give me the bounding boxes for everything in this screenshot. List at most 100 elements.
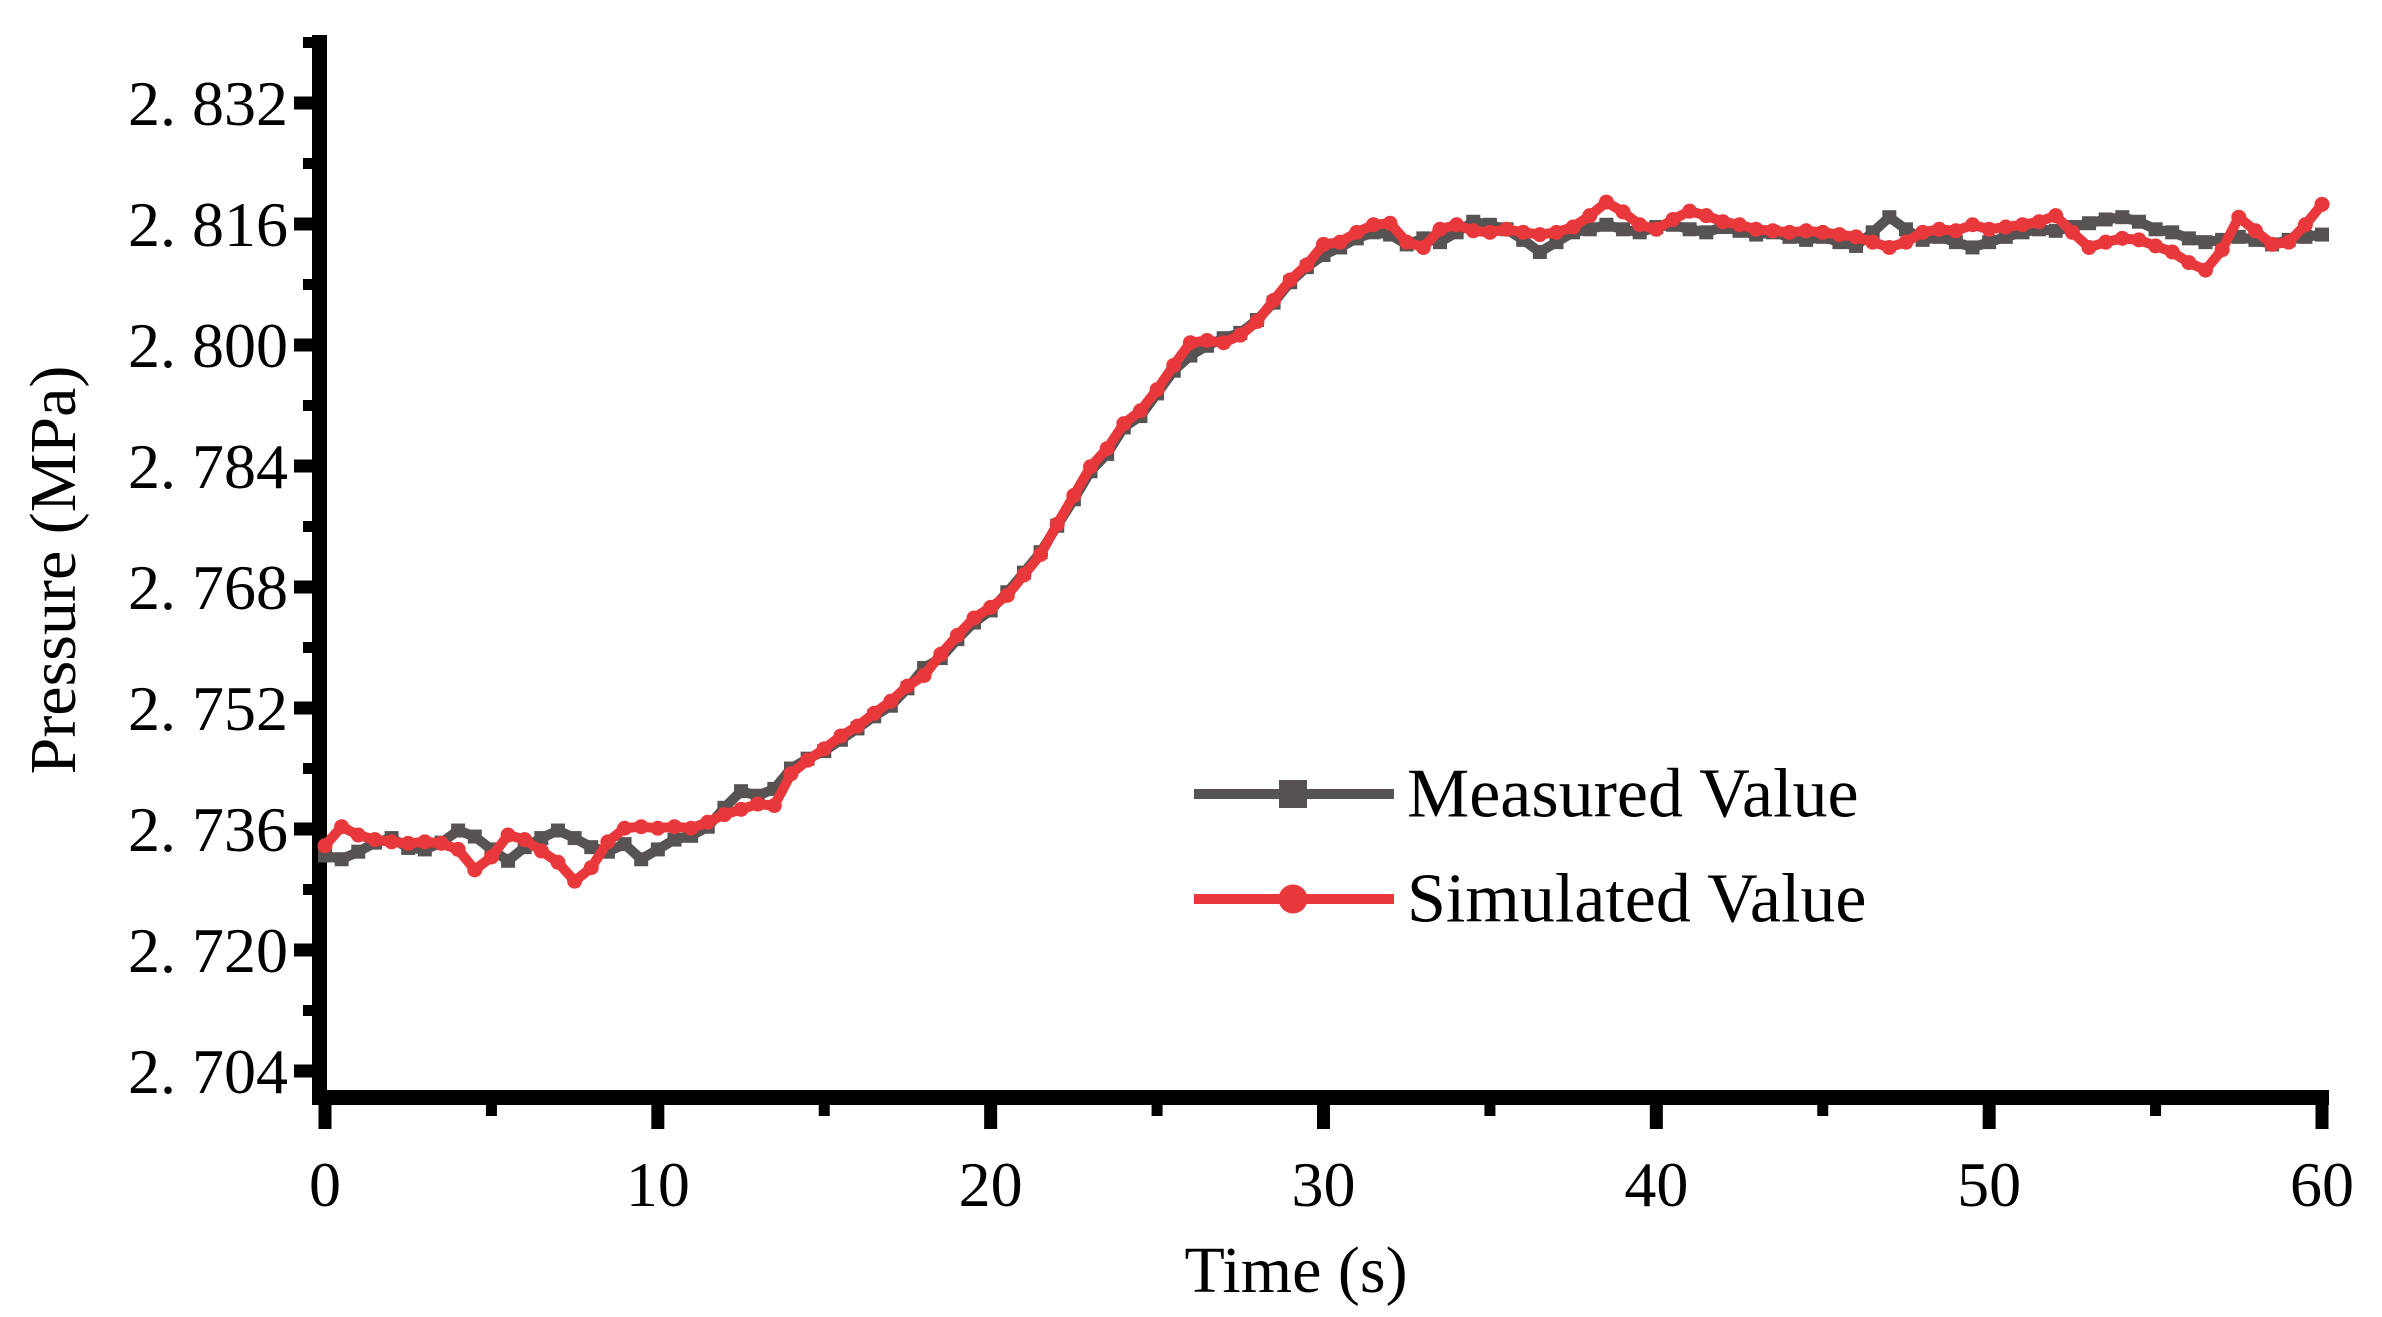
square-marker [1965, 240, 1980, 255]
square-marker [2198, 235, 2213, 250]
x-minor-tick [1151, 1105, 1163, 1116]
x-major-tick [318, 1105, 332, 1129]
circle-marker [683, 820, 699, 836]
circle-marker [883, 693, 899, 709]
y-major-tick [294, 822, 312, 836]
circle-marker [833, 728, 849, 744]
x-major-tick [2315, 1105, 2329, 1129]
circle-marker [1415, 239, 1431, 255]
square-marker [451, 823, 466, 838]
circle-marker [567, 873, 583, 889]
circle-marker [1682, 203, 1698, 219]
circle-marker [2164, 244, 2180, 260]
square-marker [1682, 222, 1697, 237]
y-tick-label: 2. 704 [128, 1036, 288, 1107]
x-tick-label: 0 [309, 1149, 341, 1220]
circle-marker [1266, 292, 1282, 308]
circle-marker [1016, 567, 1032, 583]
square-marker [550, 823, 565, 838]
y-major-tick [294, 338, 312, 352]
y-major-tick [294, 943, 312, 957]
legend-square-marker [1279, 780, 1307, 808]
circle-marker [1815, 224, 1831, 240]
circle-marker [1399, 234, 1415, 250]
circle-marker [450, 841, 466, 857]
circle-marker [1449, 217, 1465, 233]
square-marker [2115, 210, 2130, 225]
x-tick-label: 60 [2290, 1149, 2354, 1220]
circle-marker [334, 819, 350, 835]
circle-marker [1532, 227, 1548, 243]
circle-marker [1865, 234, 1881, 250]
square-marker [584, 840, 599, 855]
circle-marker [1981, 221, 1997, 237]
circle-marker [2297, 217, 2313, 233]
square-marker [1882, 210, 1897, 225]
x-axis-title: Time (s) [1184, 1234, 1407, 1307]
x-major-tick [1317, 1105, 1330, 1129]
circle-marker [2247, 223, 2263, 239]
circle-marker [1948, 223, 1964, 239]
square-marker [667, 832, 682, 847]
circle-marker [1748, 221, 1764, 237]
y-minor-tick [303, 279, 312, 290]
x-tick-label: 50 [1957, 1149, 2021, 1220]
square-marker [567, 831, 582, 846]
circle-marker [1432, 221, 1448, 237]
circle-marker [1665, 211, 1681, 227]
circle-marker [1831, 227, 1847, 243]
y-major-tick [294, 96, 312, 110]
circle-marker [800, 752, 816, 768]
circle-marker [700, 814, 716, 830]
circle-marker [617, 820, 633, 836]
circle-marker [1781, 224, 1797, 240]
square-marker [2098, 212, 2113, 227]
circle-marker [1615, 204, 1631, 220]
circle-marker [1382, 215, 1398, 231]
circle-marker [1349, 224, 1365, 240]
square-marker [2315, 227, 2329, 242]
circle-marker [2314, 196, 2330, 212]
series-simulated-value [317, 194, 2330, 889]
circle-marker [650, 820, 666, 836]
circle-marker [417, 834, 433, 850]
circle-marker [1232, 327, 1248, 343]
circle-marker [2281, 234, 2297, 250]
circle-marker [433, 835, 449, 851]
x-tick-label: 30 [1292, 1149, 1356, 1220]
x-major-tick [984, 1105, 998, 1129]
legend-item-measured-value: Measured Value [1194, 756, 1859, 833]
y-major-tick [294, 459, 312, 473]
circle-marker [999, 587, 1015, 603]
circle-marker [517, 832, 533, 848]
circle-marker [600, 834, 616, 850]
x-major-tick [1649, 1105, 1663, 1129]
circle-marker [1465, 223, 1481, 239]
x-major-tick [1982, 1105, 1996, 1129]
y-minor-tick [303, 763, 312, 774]
circle-marker [1582, 208, 1598, 224]
circle-marker [500, 827, 516, 843]
y-tick-label: 2. 816 [128, 189, 288, 260]
circle-marker [384, 834, 400, 850]
y-tick-label: 2. 752 [128, 673, 288, 744]
y-major-tick [294, 701, 312, 715]
square-marker [617, 837, 632, 852]
y-minor-tick [303, 1005, 312, 1016]
circle-marker [1365, 217, 1381, 233]
legend-circle-marker [1278, 884, 1308, 914]
circle-marker [2014, 217, 2030, 233]
circle-marker [2181, 255, 2197, 271]
square-marker [2181, 231, 2196, 246]
circle-marker [933, 646, 949, 662]
circle-marker [2231, 209, 2247, 225]
x-minor-tick [818, 1105, 830, 1116]
y-minor-tick [303, 642, 312, 653]
circle-marker [733, 801, 749, 817]
y-major-tick [294, 580, 312, 594]
square-marker [1699, 225, 1714, 240]
circle-marker [966, 610, 982, 626]
y-minor-tick [303, 400, 312, 411]
y-minor-tick [303, 884, 312, 895]
